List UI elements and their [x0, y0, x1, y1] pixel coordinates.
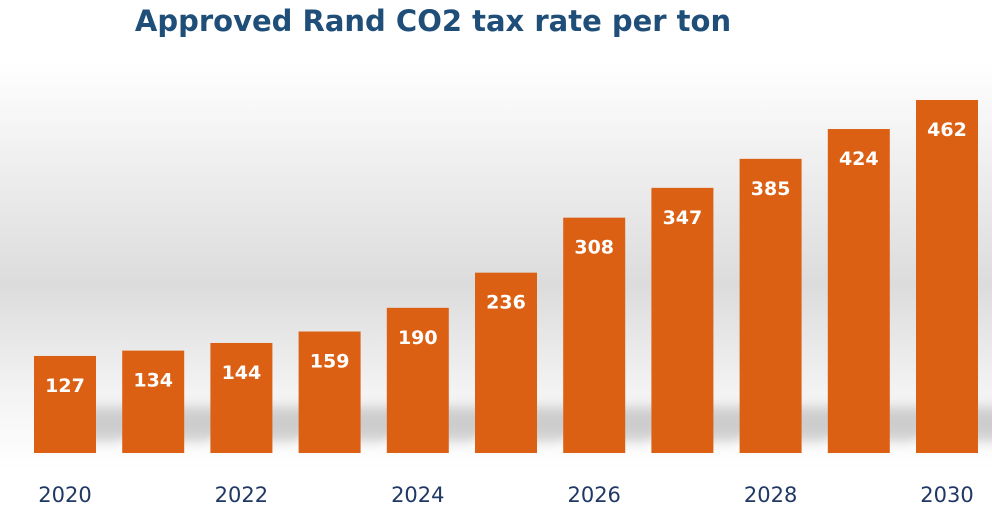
data-label-2020: 127 — [45, 375, 85, 397]
data-label-2026: 308 — [574, 237, 614, 259]
data-label-2022: 144 — [222, 362, 262, 384]
bar-2028 — [739, 158, 802, 454]
data-label-2030: 462 — [927, 119, 967, 141]
chart-title: Approved Rand CO2 tax rate per ton — [134, 4, 732, 38]
data-label-2023: 159 — [310, 351, 350, 373]
bar-2025 — [475, 272, 537, 453]
bars-group — [34, 100, 978, 454]
x-tick-label-2022: 2022 — [215, 483, 268, 507]
data-label-2029: 424 — [839, 148, 879, 170]
x-tick-label-2030: 2030 — [920, 483, 973, 507]
bar-2024 — [386, 307, 449, 453]
bar-2023 — [298, 331, 361, 453]
x-tick-label-2024: 2024 — [391, 483, 444, 507]
data-label-2028: 385 — [751, 178, 791, 200]
bar-2026 — [563, 217, 626, 453]
data-label-2021: 134 — [133, 370, 173, 392]
data-label-2024: 190 — [398, 327, 438, 349]
data-label-2025: 236 — [486, 292, 526, 314]
x-tick-label-2026: 2026 — [567, 483, 620, 507]
x-tick-label-2020: 2020 — [38, 483, 91, 507]
bar-2020 — [34, 355, 96, 453]
bar-2030 — [916, 100, 978, 453]
bar-2021 — [122, 350, 185, 453]
bar-2029 — [827, 129, 890, 453]
bar-2022 — [210, 342, 273, 453]
bar-2027 — [651, 187, 714, 453]
data-label-2027: 347 — [663, 207, 703, 229]
x-axis-ticks: 2020 2022 2024 2026 2028 2030 — [38, 483, 973, 507]
bar-labels-group: 127 134 144 159 190 236 308 347 385 424 462 — [45, 119, 967, 397]
x-tick-label-2028: 2028 — [744, 483, 797, 507]
